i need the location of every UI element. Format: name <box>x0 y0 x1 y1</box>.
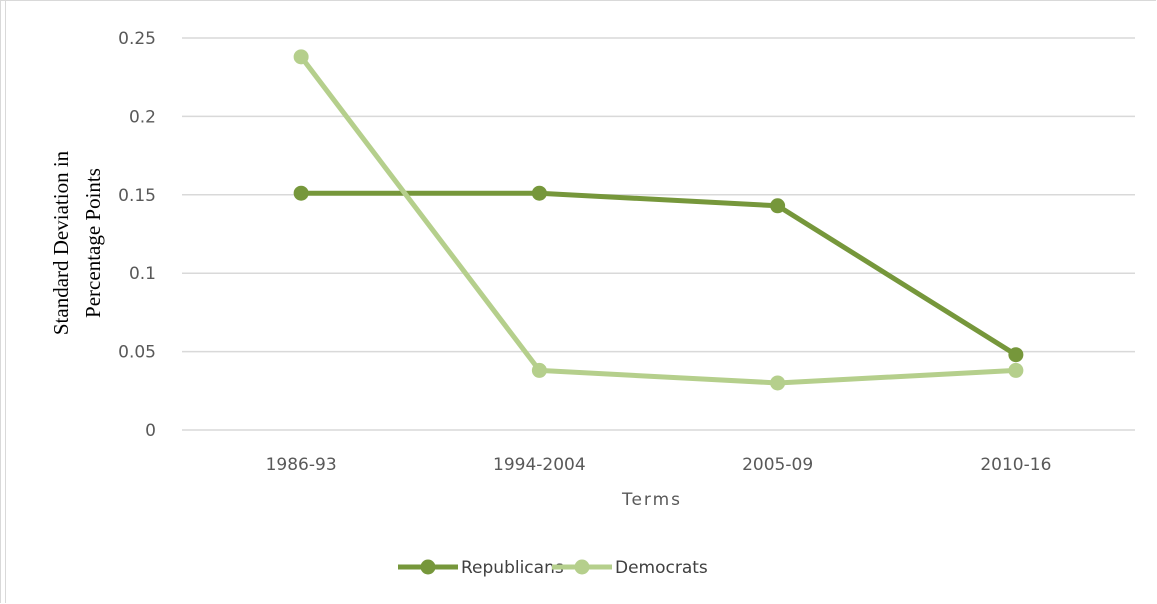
y-tick-label: 0.1 <box>129 264 156 284</box>
data-point <box>770 198 786 214</box>
x-tick-label: 2005-09 <box>742 455 813 475</box>
series-democrats <box>293 49 1024 391</box>
data-point <box>531 362 547 378</box>
y-tick-label: 0 <box>145 421 156 441</box>
legend: Republicans Democrats <box>398 558 708 578</box>
x-axis-ticks: 1986-93 1994-2004 2005-09 2010-16 <box>266 455 1052 475</box>
data-point <box>293 49 309 65</box>
data-point <box>770 375 786 391</box>
y-tick-label: 0.15 <box>118 186 156 206</box>
x-axis-title: Terms <box>621 490 682 510</box>
series-republicans <box>293 185 1024 363</box>
series-group <box>293 49 1024 391</box>
legend-label: Democrats <box>615 558 708 578</box>
y-axis-title-line2: Percentage Points <box>81 168 105 318</box>
gridlines <box>182 37 1135 431</box>
x-tick-label: 1994-2004 <box>493 455 586 475</box>
x-tick-label: 2010-16 <box>980 455 1051 475</box>
y-tick-label: 0.05 <box>118 343 156 363</box>
legend-item: Republicans <box>398 558 564 578</box>
legend-label: Republicans <box>461 558 564 578</box>
data-point <box>1008 362 1024 378</box>
legend-marker <box>574 559 590 575</box>
y-tick-label: 0.25 <box>118 29 156 49</box>
data-point <box>1008 347 1024 363</box>
series-line <box>301 190 1018 357</box>
x-tick-label: 1986-93 <box>266 455 337 475</box>
y-tick-label: 0.2 <box>129 107 156 127</box>
y-axis-title-line1: Standard Deviation in <box>49 150 73 335</box>
data-point <box>293 185 309 201</box>
series-line <box>299 55 1017 386</box>
legend-marker <box>420 559 436 575</box>
legend-item: Democrats <box>552 558 708 578</box>
data-point <box>531 185 547 201</box>
y-axis-ticks: 0 0.05 0.1 0.15 0.2 0.25 <box>118 29 156 441</box>
